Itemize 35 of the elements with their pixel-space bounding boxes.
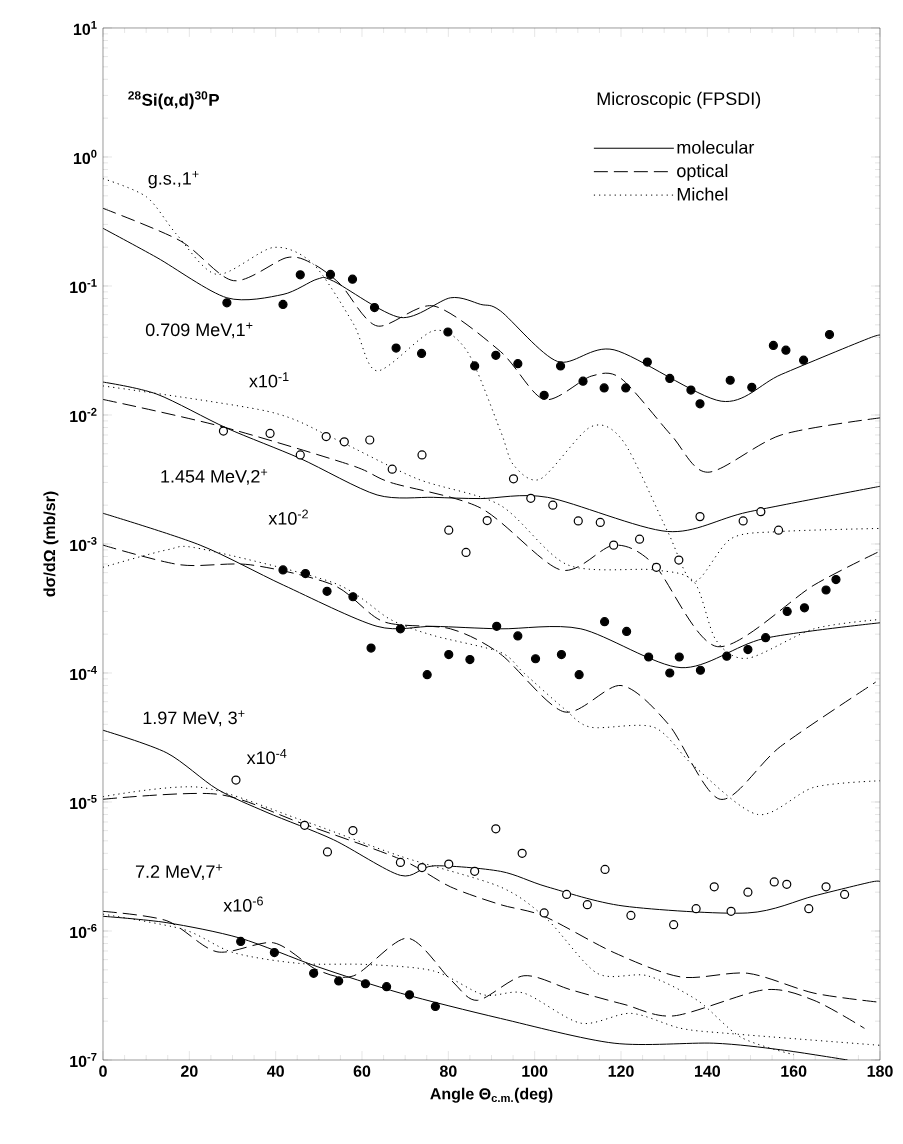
text: $^{28}$Si(α,d)$^{30}$P bbox=[128, 91, 220, 110]
x-tick-label: 80 bbox=[439, 1065, 457, 1077]
legend-label: Michel bbox=[677, 187, 728, 201]
y-tick-label: 10$^{-4}$ bbox=[70, 665, 97, 681]
annotation: 7.2 MeV,7$^{+}$ bbox=[135, 864, 223, 881]
annotation: x10$^{-1}$ bbox=[249, 372, 289, 388]
x-tick-label: 60 bbox=[353, 1065, 371, 1077]
x-tick-label: 20 bbox=[181, 1065, 198, 1077]
y-axis-title: dσ/dΩ (mb/sr) bbox=[43, 491, 59, 597]
y-tick-label: 10$^{0}$ bbox=[73, 149, 97, 165]
annotation: x10$^{-2}$ bbox=[268, 509, 308, 525]
y-tick-label: 10$^{-3}$ bbox=[70, 536, 97, 552]
x-tick-label: 140 bbox=[695, 1065, 721, 1077]
y-tick-label: 10$^{-7}$ bbox=[70, 1052, 97, 1068]
annotation: x10$^{-4}$ bbox=[246, 749, 287, 765]
y-tick-label: 10$^{-1}$ bbox=[70, 278, 97, 294]
x-tick-label: 40 bbox=[267, 1065, 284, 1077]
y-tick-label: 10$^{-6}$ bbox=[70, 923, 97, 939]
x-tick-label: 100 bbox=[522, 1065, 548, 1077]
y-tick-label: 10$^{1}$ bbox=[73, 20, 97, 36]
annotation: x10$^{-6}$ bbox=[223, 896, 263, 912]
legend-label: molecular bbox=[677, 140, 755, 154]
text: Microscopic (FPSDI) bbox=[597, 91, 761, 109]
x-tick-label: 180 bbox=[867, 1065, 893, 1077]
x-axis-title: Angle Θ$_{c.m.}$(deg) bbox=[430, 1087, 553, 1103]
legend-label: optical bbox=[677, 163, 728, 181]
y-tick-label: 10$^{-5}$ bbox=[70, 794, 97, 810]
annotation: 1.454 MeV,2$^{+}$ bbox=[161, 469, 268, 485]
y-tick-label: 10$^{-2}$ bbox=[70, 407, 97, 423]
annotation: 0.709 MeV,1$^{+}$ bbox=[145, 322, 253, 339]
x-tick-label: 0 bbox=[99, 1065, 107, 1077]
x-tick-label: 160 bbox=[781, 1065, 807, 1077]
x-tick-label: 120 bbox=[608, 1065, 634, 1077]
annotation: g.s.,1$^{+}$ bbox=[148, 171, 199, 189]
annotation: 1.97 MeV, 3$^{+}$ bbox=[143, 710, 245, 727]
